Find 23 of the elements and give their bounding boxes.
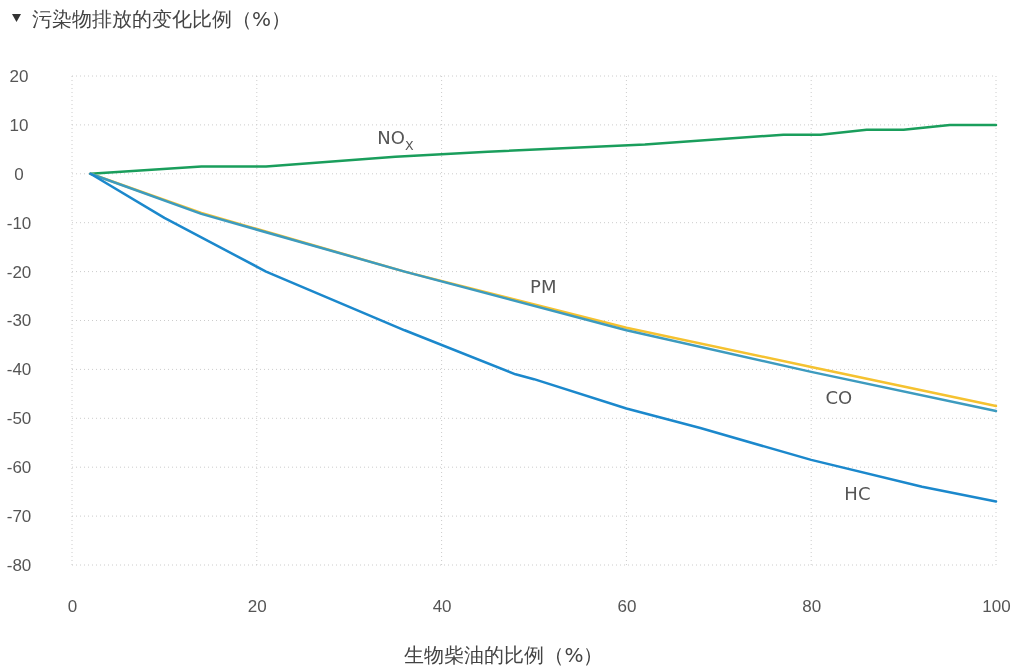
chart-title: 污染物排放的变化比例（%） (32, 7, 292, 31)
y-tick-label: -60 (6, 458, 32, 478)
y-tick-label: -10 (6, 213, 32, 233)
x-tick-label: 40 (432, 597, 452, 617)
y-tick-label: -80 (6, 555, 32, 575)
y-tick-label: -40 (6, 360, 32, 380)
series-label: PM (530, 276, 557, 298)
x-tick-label: 100 (982, 597, 1011, 617)
y-tick-label: 10 (9, 115, 29, 135)
x-axis-title: 生物柴油的比例（%） (404, 643, 604, 667)
series-label: HC (844, 483, 871, 505)
series-label: CO (825, 386, 853, 408)
y-tick-label: 0 (14, 164, 24, 184)
x-tick-label: 0 (67, 597, 78, 617)
y-tick-label: -70 (6, 507, 32, 527)
y-tick-label: -20 (6, 262, 32, 282)
series-label: NO$_{X}$ (377, 126, 414, 153)
y-tick-label: -30 (6, 311, 32, 331)
x-tick-label: 20 (247, 597, 267, 617)
x-tick-label: 80 (802, 597, 822, 617)
x-tick-label: 60 (617, 597, 637, 617)
y-tick-label: -50 (6, 409, 32, 429)
y-tick-label: 20 (9, 66, 29, 86)
